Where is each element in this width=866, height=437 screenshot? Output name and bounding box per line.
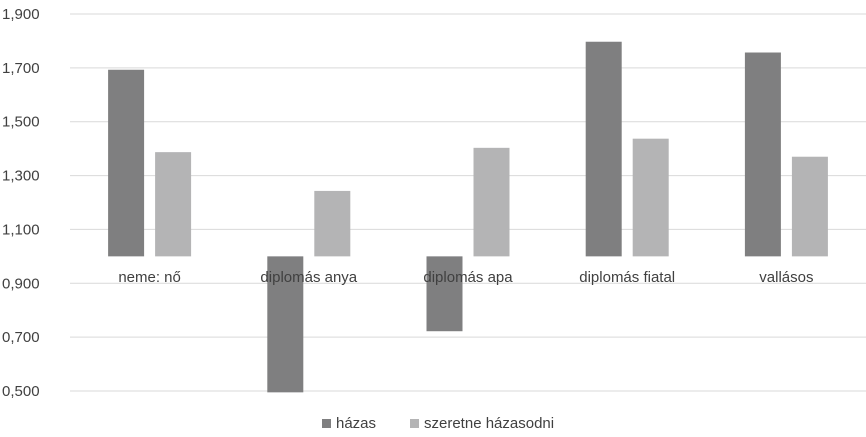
y-tick-label: 0,700 [2, 329, 40, 346]
category-label: vallásos [759, 269, 813, 286]
legend-label: szeretne házasodni [424, 415, 554, 432]
bars [108, 41, 828, 393]
y-axis-tick-labels: 0,500 0,700 0,900 1,100 1,300 1,500 1,700 1,900 [2, 6, 40, 400]
gridlines [70, 13, 866, 392]
category-label: diplomás anya [260, 269, 357, 286]
y-tick-label: 1,900 [2, 6, 40, 23]
category-label: diplomás apa [423, 269, 513, 286]
bar-szeretne-hazasodni [791, 156, 828, 257]
category-label: diplomás fiatal [579, 269, 675, 286]
y-tick-label: 0,500 [2, 383, 40, 400]
legend-swatch [322, 419, 331, 428]
bar-szeretne-hazasodni [314, 190, 351, 257]
bar-hazas [108, 69, 145, 257]
y-tick-label: 1,500 [2, 114, 40, 131]
category-labels: neme: nő diplomás anya diplomás apa diplomá… [118, 269, 813, 286]
y-tick-label: 1,700 [2, 60, 40, 77]
y-tick-label: 1,300 [2, 168, 40, 185]
legend-swatch [410, 419, 419, 428]
legend: házas szeretne házasodni [322, 415, 554, 432]
bar-szeretne-hazasodni [473, 147, 510, 257]
y-tick-label: 0,900 [2, 275, 40, 292]
bar-hazas [267, 256, 304, 393]
category-label: neme: nő [118, 269, 181, 286]
bar-hazas [585, 41, 622, 257]
bar-hazas [426, 256, 463, 332]
bar-szeretne-hazasodni [632, 138, 669, 257]
bar-szeretne-hazasodni [155, 152, 192, 257]
bar-hazas [744, 52, 781, 257]
legend-label: házas [336, 415, 376, 432]
y-tick-label: 1,100 [2, 221, 40, 238]
